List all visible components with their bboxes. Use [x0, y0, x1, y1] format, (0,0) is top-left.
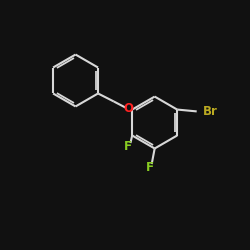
- Text: Br: Br: [203, 105, 218, 118]
- Text: F: F: [146, 160, 154, 173]
- Text: O: O: [124, 102, 134, 116]
- Text: F: F: [124, 140, 132, 152]
